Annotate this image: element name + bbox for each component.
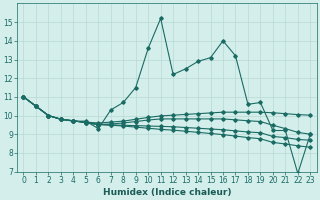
X-axis label: Humidex (Indice chaleur): Humidex (Indice chaleur) — [103, 188, 231, 197]
